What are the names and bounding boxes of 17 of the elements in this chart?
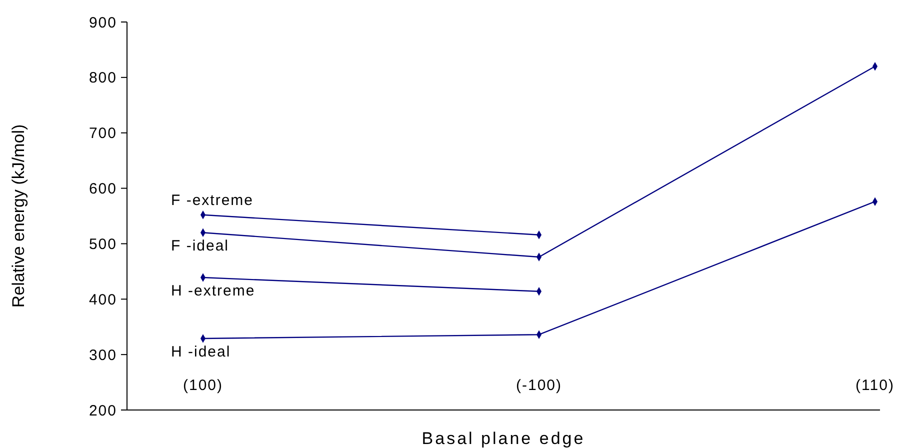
y-tick-label: 400 (88, 291, 117, 308)
x-axis-title: Basal plane edge (422, 429, 586, 448)
x-tick-label: (100) (182, 377, 224, 394)
y-tick-label: 800 (88, 70, 117, 87)
y-axis-title: Relative energy (kJ/mol) (9, 124, 28, 308)
series-label: H -extreme (171, 282, 256, 300)
series-label: F -extreme (171, 192, 254, 209)
y-tick-label: 900 (88, 14, 117, 32)
x-tick-label: (-100) (516, 377, 562, 394)
y-tick-label: 200 (88, 402, 117, 420)
series-label: F -ideal (171, 238, 230, 255)
y-tick-label: 700 (88, 125, 117, 142)
x-tick-label: (110) (856, 377, 894, 394)
series-label: H -ideal (171, 343, 231, 360)
y-tick-label: 500 (88, 236, 117, 253)
y-tick-label: 600 (88, 180, 117, 198)
y-tick-label: 300 (88, 346, 117, 364)
